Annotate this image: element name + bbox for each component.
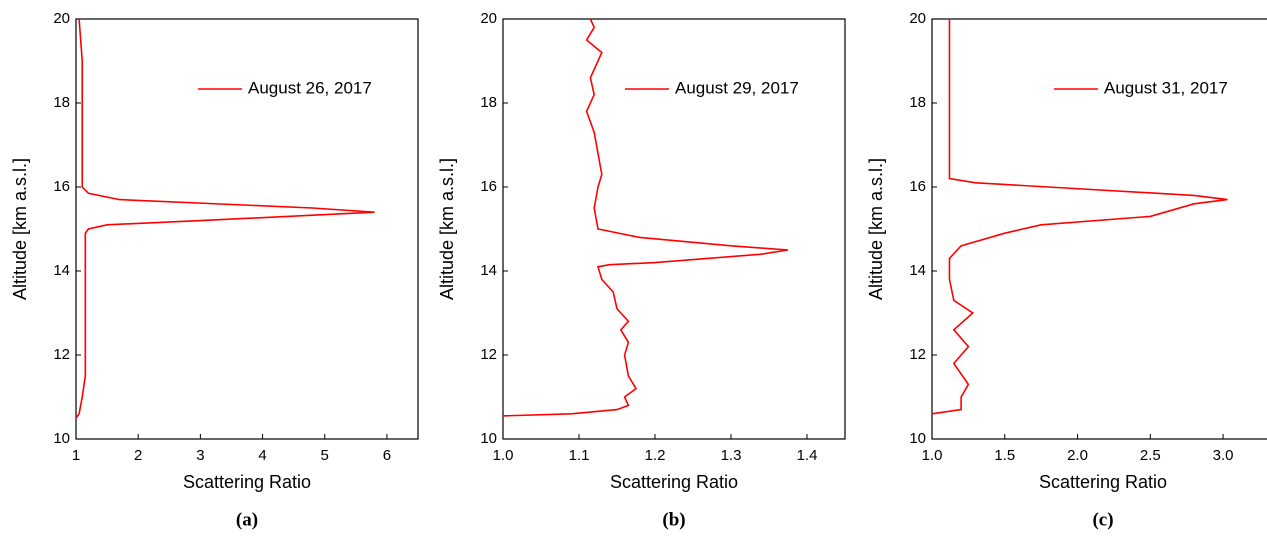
legend-label: August 29, 2017 bbox=[675, 78, 799, 97]
y-tick-label: 12 bbox=[480, 346, 497, 363]
x-axis-label: Scattering Ratio bbox=[610, 472, 738, 492]
x-axis-label: Scattering Ratio bbox=[183, 472, 311, 492]
x-tick-label: 3 bbox=[196, 447, 204, 464]
y-tick-label: 20 bbox=[480, 10, 497, 27]
profile-line bbox=[502, 18, 789, 417]
y-tick-label: 16 bbox=[480, 178, 497, 195]
y-tick-label: 18 bbox=[53, 94, 70, 111]
x-tick-label: 2.5 bbox=[1140, 447, 1161, 464]
plot-frame bbox=[931, 18, 1267, 440]
y-tick-label: 12 bbox=[909, 346, 926, 363]
plot-frame bbox=[75, 18, 419, 440]
y-tick-label: 14 bbox=[53, 262, 70, 279]
y-tick-label: 10 bbox=[909, 430, 926, 447]
profile-line bbox=[75, 18, 375, 419]
x-tick-label: 3.0 bbox=[1213, 447, 1234, 464]
y-tick-label: 16 bbox=[53, 178, 70, 195]
x-tick-label: 6 bbox=[383, 447, 391, 464]
x-tick-label: 2.0 bbox=[1067, 447, 1088, 464]
plot-frame bbox=[502, 18, 846, 440]
x-tick-label: 4 bbox=[258, 447, 266, 464]
x-tick-label: 1.0 bbox=[493, 447, 514, 464]
caption: (a) bbox=[236, 509, 258, 530]
x-tick-label: 1.2 bbox=[645, 447, 666, 464]
caption: (c) bbox=[1092, 509, 1113, 530]
y-axis-label: Altitude [km a.s.l.] bbox=[437, 158, 457, 300]
x-tick-label: 1.1 bbox=[569, 447, 590, 464]
x-tick-label: 1.3 bbox=[721, 447, 742, 464]
x-tick-label: 1.4 bbox=[797, 447, 818, 464]
x-tick-label: 5 bbox=[321, 447, 329, 464]
x-tick-label: 1.5 bbox=[994, 447, 1015, 464]
y-tick-label: 18 bbox=[909, 94, 926, 111]
y-tick-label: 16 bbox=[909, 178, 926, 195]
y-tick-label: 10 bbox=[53, 430, 70, 447]
y-tick-label: 20 bbox=[909, 10, 926, 27]
y-tick-label: 14 bbox=[480, 262, 497, 279]
x-tick-label: 1 bbox=[72, 447, 80, 464]
x-tick-label: 2 bbox=[134, 447, 142, 464]
y-tick-label: 14 bbox=[909, 262, 926, 279]
x-tick-label: 1.0 bbox=[922, 447, 943, 464]
y-tick-label: 20 bbox=[53, 10, 70, 27]
y-tick-label: 10 bbox=[480, 430, 497, 447]
y-tick-label: 18 bbox=[480, 94, 497, 111]
caption: (b) bbox=[662, 509, 685, 530]
legend-label: August 26, 2017 bbox=[248, 78, 372, 97]
x-axis-label: Scattering Ratio bbox=[1039, 472, 1167, 492]
legend-label: August 31, 2017 bbox=[1104, 78, 1228, 97]
y-axis-label: Altitude [km a.s.l.] bbox=[866, 158, 886, 300]
y-axis-label: Altitude [km a.s.l.] bbox=[10, 158, 30, 300]
profile-line bbox=[931, 19, 1228, 415]
y-tick-label: 12 bbox=[53, 346, 70, 363]
